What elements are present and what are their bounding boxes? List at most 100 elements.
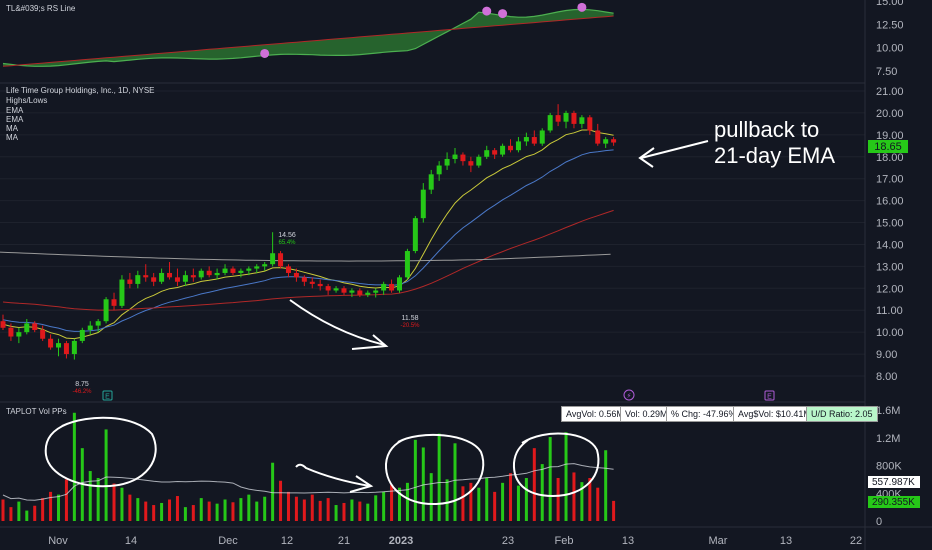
volume-bar — [128, 494, 132, 521]
volume-bar — [144, 501, 148, 521]
earnings-marker-icon[interactable] — [102, 390, 113, 401]
candle-body — [198, 270, 204, 278]
rs-line — [2, 8, 614, 67]
lightning-event-icon[interactable] — [623, 389, 635, 401]
last-price-badge: 18.65 — [868, 140, 908, 153]
annotation-arrow-shaft — [640, 140, 709, 159]
volume-bar — [445, 479, 449, 521]
annotation-line-1: pullback to — [714, 117, 819, 142]
volume-bar — [88, 471, 92, 521]
candle-body — [24, 323, 30, 333]
volume-bar — [168, 499, 172, 521]
rs-new-high-dot — [498, 9, 508, 19]
candle-body — [555, 115, 561, 122]
volume-bar — [350, 499, 354, 521]
earnings-upcoming-icon[interactable] — [764, 390, 775, 401]
candle-body — [71, 340, 77, 355]
candle-body — [79, 329, 85, 341]
candle-body — [603, 139, 609, 144]
candle-body — [349, 290, 355, 293]
volume-avg-badge: 557.987K — [868, 476, 920, 488]
symbol-title: Life Time Group Holdings, Inc., 1D, NYSE — [6, 86, 155, 95]
candle-body — [254, 266, 260, 269]
volume-bar — [49, 491, 53, 521]
candle-body — [301, 277, 307, 282]
candle-body — [444, 158, 450, 166]
candle-body — [539, 130, 545, 144]
candle-body — [341, 288, 347, 293]
candle-body — [103, 299, 109, 322]
volume-bar — [398, 487, 401, 521]
rs-panel-label: TL&#039;s RS Line — [6, 4, 76, 13]
volume-last-badge: 290.355K — [868, 496, 920, 508]
candle-body — [151, 277, 157, 282]
volume-bar — [524, 477, 528, 521]
time-axis-tick: 2023 — [389, 535, 413, 547]
stat-ud-ratio: U/D Ratio: 2.05 — [806, 406, 878, 422]
stat-pct-chg: % Chg: -47.96% — [666, 406, 742, 422]
candle-body — [515, 141, 521, 151]
candle-body — [420, 189, 426, 219]
low-left-pct-label: -46.2% — [72, 389, 92, 395]
candle-body — [8, 327, 14, 337]
volume-circle-2 — [384, 433, 485, 506]
time-axis-tick: 13 — [780, 535, 792, 547]
rs-axis-tick: 7.50 — [876, 66, 897, 78]
volume-bar — [286, 491, 290, 521]
price-legend: Life Time Group Holdings, Inc., 1D, NYSE… — [6, 86, 155, 142]
candle-body — [206, 270, 212, 276]
candle-body — [309, 281, 315, 284]
volume-panel-label: TAPLOT Vol PPs — [6, 407, 67, 416]
candle-body — [222, 268, 228, 273]
volume-axis-tick: 1.2M — [876, 433, 900, 445]
volume-bar — [318, 500, 322, 521]
volume-bar — [72, 412, 76, 521]
volume-bar — [358, 501, 362, 521]
candle-body — [317, 283, 323, 287]
candle-body — [111, 299, 117, 306]
price-axis-tick: 12.00 — [876, 283, 904, 295]
candlestick-series — [0, 104, 617, 360]
candle-body — [159, 272, 165, 282]
rs-axis-tick: 15.00 — [876, 0, 904, 8]
price-axis: 15.0012.5010.007.5021.0020.0019.0018.001… — [876, 0, 904, 528]
stat-avg-vol: AvgVol: 0.56M — [561, 406, 629, 422]
volume-bar — [540, 464, 544, 521]
volume-bar — [604, 450, 608, 521]
volume-bar — [485, 477, 489, 521]
volume-circle-3 — [512, 432, 600, 498]
volume-bar — [366, 503, 370, 521]
candle-body — [436, 165, 442, 175]
candle-body — [389, 283, 395, 291]
candle-body — [63, 343, 69, 355]
volume-bar — [279, 480, 283, 521]
volume-bar — [548, 437, 552, 521]
candle-body — [500, 145, 506, 155]
legend-ema-2: EMA — [6, 115, 24, 124]
volume-bar — [326, 498, 330, 521]
candle-body — [262, 264, 268, 267]
high-price-label: 14.56 — [278, 232, 296, 239]
decline-arrow-head — [351, 334, 389, 350]
volume-bar — [429, 473, 433, 521]
candle-body — [32, 323, 38, 330]
volume-bar — [382, 491, 386, 521]
volume-bar — [509, 473, 513, 521]
candle-body — [452, 154, 458, 159]
volume-arrow-head — [349, 475, 374, 493]
low-left-price-label: 8.75 — [75, 381, 89, 388]
volume-bar — [588, 477, 592, 521]
volume-bar — [255, 501, 259, 521]
price-axis-tick: 8.00 — [876, 371, 897, 383]
rs-area-fill — [3, 9, 614, 67]
time-axis-tick: 22 — [850, 535, 862, 547]
time-axis-tick: Nov — [48, 535, 68, 547]
volume-bar — [136, 498, 140, 521]
volume-series — [1, 412, 616, 521]
volume-bar — [572, 472, 576, 521]
low-mid-pct-label: -20.5% — [400, 323, 420, 329]
price-axis-tick: 13.00 — [876, 261, 904, 273]
price-axis-tick: 15.00 — [876, 218, 904, 230]
price-axis-tick: 17.00 — [876, 174, 904, 186]
